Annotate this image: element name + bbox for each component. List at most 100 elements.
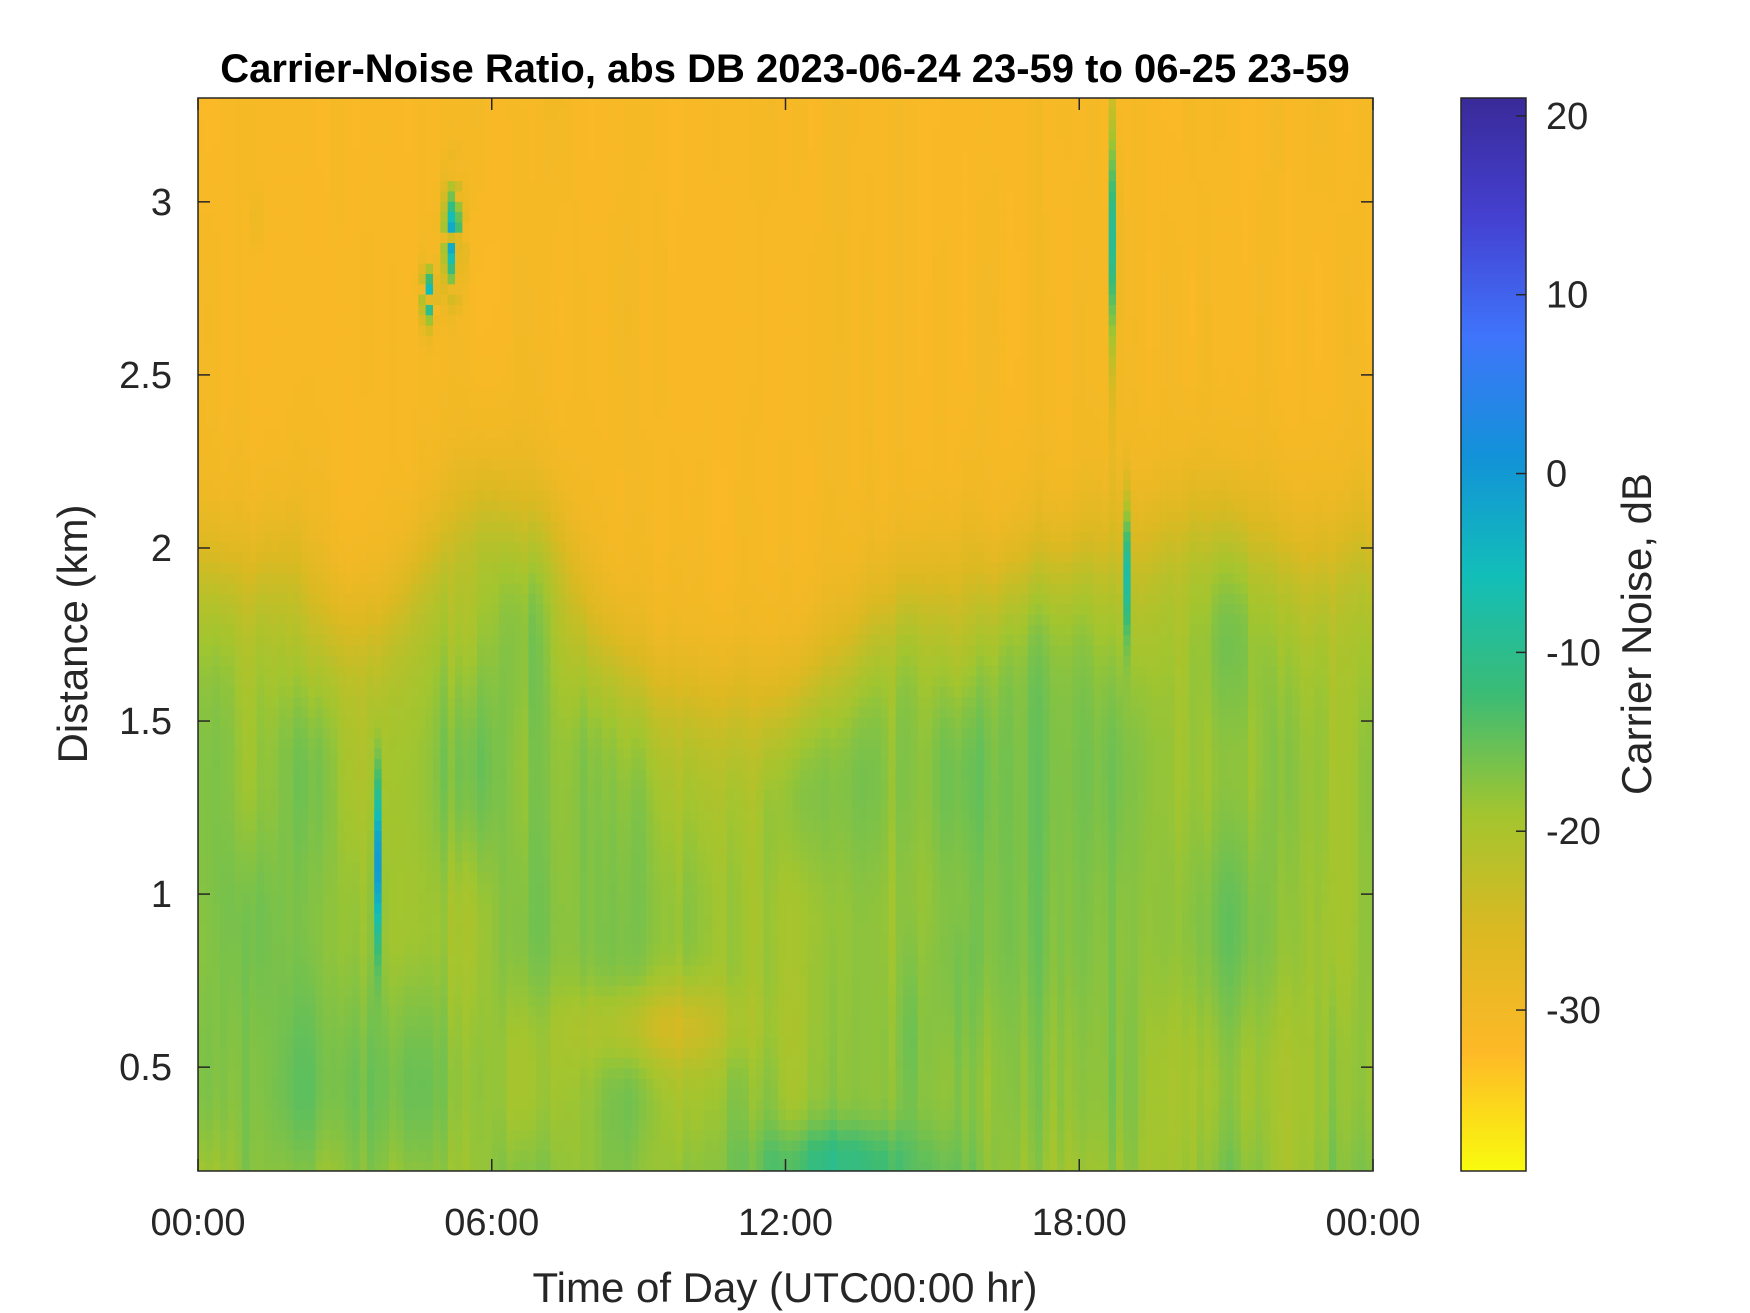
heatmap-cell [352,582,361,594]
heatmap-cell [293,840,302,852]
heatmap-cell [381,572,390,584]
heatmap-cell [242,1067,250,1079]
heatmap-cell [198,1088,206,1100]
heatmap-cell [418,830,427,842]
heatmap-cell [256,913,265,924]
heatmap-cell [381,201,390,213]
heatmap-cell [337,242,346,254]
heatmap-cell [227,273,236,285]
heatmap-cell [352,428,361,440]
heatmap-cell [513,304,522,316]
heatmap-cell [344,417,353,429]
heatmap-cell [205,263,214,274]
heatmap-cell [499,118,508,130]
heatmap-cell [293,902,302,914]
heatmap-cell [220,201,228,213]
heatmap-cell [293,727,302,739]
heatmap-cell [249,273,258,285]
heatmap-cell [462,624,471,636]
heatmap-cell [286,933,295,945]
heatmap-cell [374,98,383,109]
heatmap-cell [418,428,427,440]
heatmap-cell [271,1047,280,1059]
heatmap-cell [198,768,206,780]
heatmap-cell [484,108,493,120]
heatmap-cell [315,902,324,914]
heatmap-cell [528,1119,537,1131]
heatmap-cell [491,201,500,213]
heatmap-cell [352,149,361,161]
heatmap-cell [198,861,206,873]
heatmap-cell [491,882,500,894]
heatmap-cell [425,98,434,109]
heatmap-cell [535,954,544,966]
heatmap-cell [506,128,515,140]
heatmap-cell [256,252,265,264]
heatmap-cell [425,459,434,471]
heatmap-cell [477,686,485,698]
heatmap-cell [484,252,493,264]
heatmap-cell [234,675,243,687]
heatmap-cell [433,386,441,398]
heatmap-cell [462,283,471,295]
heatmap-cell [403,1129,412,1141]
heatmap-cell [462,603,471,615]
heatmap-cell [271,830,280,842]
heatmap-cell [528,593,537,605]
heatmap-cell [535,386,544,398]
heatmap-cell [293,644,302,656]
heatmap-cell [513,252,522,264]
heatmap-cell [271,469,280,481]
heatmap-cell [352,1140,361,1151]
heatmap-cell [220,335,228,347]
heatmap-cell [205,696,214,708]
heatmap-cell [477,510,485,522]
heatmap-cell [352,902,361,914]
heatmap-cell [499,170,508,182]
heatmap-cell [513,232,522,244]
heatmap-cell [491,386,500,398]
heatmap-cell [535,479,544,491]
heatmap-cell [286,98,295,109]
heatmap-cell [359,593,368,605]
heatmap-cell [477,882,485,894]
heatmap-cell [381,809,390,821]
heatmap-cell [205,221,214,233]
heatmap-cell [477,170,485,182]
heatmap-cell [366,624,375,636]
heatmap-cell [440,490,449,501]
heatmap-cell [264,1088,273,1100]
heatmap-cell [352,758,361,770]
heatmap-cell [433,603,441,615]
heatmap-cell [264,1078,273,1090]
heatmap-cell [352,882,361,894]
heatmap-cell [521,892,530,904]
heatmap-cell [234,665,243,677]
heatmap-cell [418,273,427,285]
heatmap-cell [425,861,434,873]
heatmap-cell [433,840,441,852]
heatmap-cell [256,665,265,677]
heatmap-cell [271,644,280,656]
heatmap-cell [330,1129,339,1141]
heatmap-cell [293,613,302,625]
heatmap-cell [271,541,280,553]
heatmap-cell [271,789,280,801]
heatmap-cell [447,696,456,708]
heatmap-cell [491,1129,500,1141]
heatmap-cell [366,510,375,522]
heatmap-cell [425,572,434,584]
heatmap-cell [293,366,302,378]
heatmap-cell [425,944,434,955]
heatmap-cell [212,1150,221,1162]
heatmap-cell [212,118,221,130]
heatmap-cell [234,1005,243,1017]
heatmap-cell [315,562,324,574]
heatmap-cell [374,768,383,780]
heatmap-cell [477,1005,485,1017]
heatmap-cell [484,283,493,295]
heatmap-cell [293,954,302,966]
heatmap-cell [506,954,515,966]
heatmap-cell [477,634,485,646]
heatmap-cell [440,386,449,398]
